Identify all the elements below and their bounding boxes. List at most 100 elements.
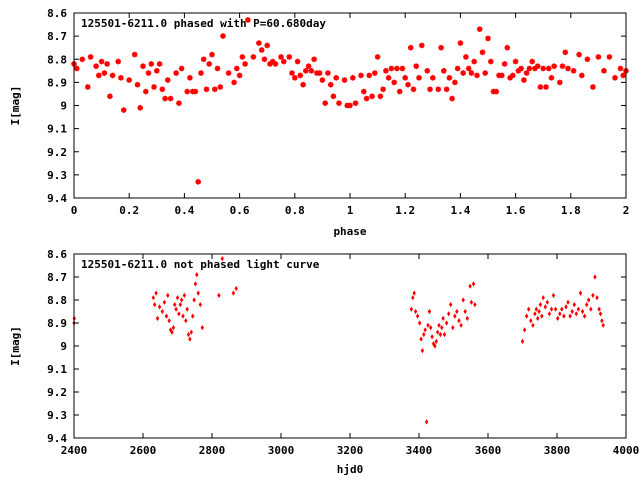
unphased-data-point [426, 322, 430, 328]
unphased-data-point [449, 302, 453, 308]
phased-data-point [186, 74, 194, 82]
unphased-data-point [193, 281, 198, 287]
phased-data-point [484, 34, 492, 43]
unphased-data-point [541, 295, 545, 301]
phased-data-point [175, 99, 183, 107]
phased-data-point [556, 78, 564, 87]
phased-y-tick-label: 8.6 [47, 7, 67, 20]
unphased-data-point [580, 308, 585, 315]
phased-data-point [233, 64, 241, 73]
unphased-data-point [556, 315, 560, 321]
phased-data-point [144, 69, 153, 77]
phased-data-point [92, 62, 100, 70]
unphased-data-point [413, 308, 418, 315]
phased-data-point [611, 74, 619, 82]
phased-data-point [415, 74, 423, 82]
phased-x-tick-label: 1.6 [506, 204, 526, 217]
phased-light-curve-panel: 0 0.2 0.4 0.6 0.8 1 1.2 1.4 1.6 1.8 2 8.6 8.7 8.8 8.9 9… [9, 7, 630, 238]
unphased-data-point [543, 304, 547, 310]
unphased-data-point [595, 295, 599, 301]
unphased-data-point [560, 306, 564, 312]
phased-data-point [379, 85, 387, 93]
phased-data-point [125, 76, 133, 84]
phased-data-point [97, 57, 106, 66]
phased-data-point [426, 85, 434, 93]
unphased-y-tick-label: 8.8 [47, 294, 67, 307]
unphased-y-tick-label: 9.4 [47, 432, 67, 445]
phased-data-point [467, 69, 475, 77]
unphased-data-point [591, 292, 595, 298]
unphased-data-point [200, 325, 204, 331]
unphased-x-tick-label: 3000 [268, 444, 295, 457]
unphased-data-point [429, 325, 433, 331]
phased-data-point [335, 99, 343, 107]
phased-data-point [448, 94, 456, 103]
phased-chart-title: 125501-6211.0 phased with P=60.680day [81, 17, 326, 30]
phased-data-point [194, 178, 202, 186]
phased-data-point [307, 67, 315, 75]
phased-x-tick-label: 0.6 [230, 204, 250, 217]
phased-data-point [258, 46, 266, 54]
unphased-data-point [545, 299, 549, 305]
phased-data-point [340, 76, 349, 84]
phased-data-point [382, 67, 390, 75]
phased-data-point [418, 41, 426, 50]
phased-data-point [103, 60, 111, 68]
phased-data-point [575, 50, 583, 59]
phased-data-point [401, 74, 409, 82]
unphased-data-point [553, 306, 558, 312]
unphased-data-point [463, 308, 467, 315]
phased-data-point [136, 104, 144, 112]
unphased-data-point [173, 302, 177, 308]
unphased-data-point [564, 304, 568, 310]
unphased-data-point [181, 313, 185, 319]
phased-data-point [327, 81, 335, 89]
phased-data-point [520, 76, 528, 84]
unphased-data-point [427, 308, 432, 315]
unphased-data-point [418, 320, 422, 326]
phased-data-point [503, 44, 511, 52]
phased-data-point [106, 92, 114, 100]
unphased-data-point [195, 272, 199, 278]
unphased-data-point [412, 290, 416, 296]
phased-x-tick-label: 0.2 [119, 204, 139, 217]
unphased-data-point [177, 311, 181, 317]
phased-data-point [564, 64, 572, 73]
phased-data-point [459, 69, 467, 77]
phased-data-point [547, 74, 556, 82]
phased-data-point [241, 60, 249, 68]
phased-data-point [86, 53, 95, 61]
phased-data-point [522, 69, 531, 77]
phased-data-point [299, 81, 307, 89]
unphased-data-point [217, 292, 221, 298]
unphased-data-point [589, 306, 593, 312]
unphased-data-point [189, 329, 193, 335]
unphased-data-point [453, 313, 457, 319]
phased-data-point [492, 87, 500, 96]
unphased-axis-ticks: 2400 2600 2800 3000 3200 3400 3600 3800 4000 8.6 8… [47, 248, 639, 457]
phased-data-point [73, 64, 81, 73]
phased-x-tick-label: 0 [71, 204, 78, 217]
unphased-data-point [536, 315, 540, 321]
phased-data-point [528, 57, 536, 66]
unphased-data-point [549, 306, 554, 312]
phased-data-point [158, 85, 166, 93]
unphased-data-point [531, 322, 535, 328]
phased-data-point [456, 39, 464, 47]
unphased-data-point [582, 313, 587, 319]
phased-data-point [249, 53, 257, 61]
unphased-data-point [186, 331, 191, 338]
unphased-data-point [471, 281, 476, 287]
phased-data-point [294, 57, 302, 66]
phased-data-point [542, 83, 550, 91]
phased-data-point [605, 53, 614, 61]
unphased-y-tick-label: 9 [60, 340, 67, 353]
phased-data-point [616, 64, 625, 73]
phased-x-tick-label: 0.8 [285, 204, 305, 217]
unphased-data-point [534, 306, 538, 312]
phased-data-point [211, 85, 219, 93]
unphased-data-point [540, 313, 544, 319]
phased-data-point [443, 85, 451, 93]
unphased-y-tick-label: 9.3 [47, 409, 67, 422]
